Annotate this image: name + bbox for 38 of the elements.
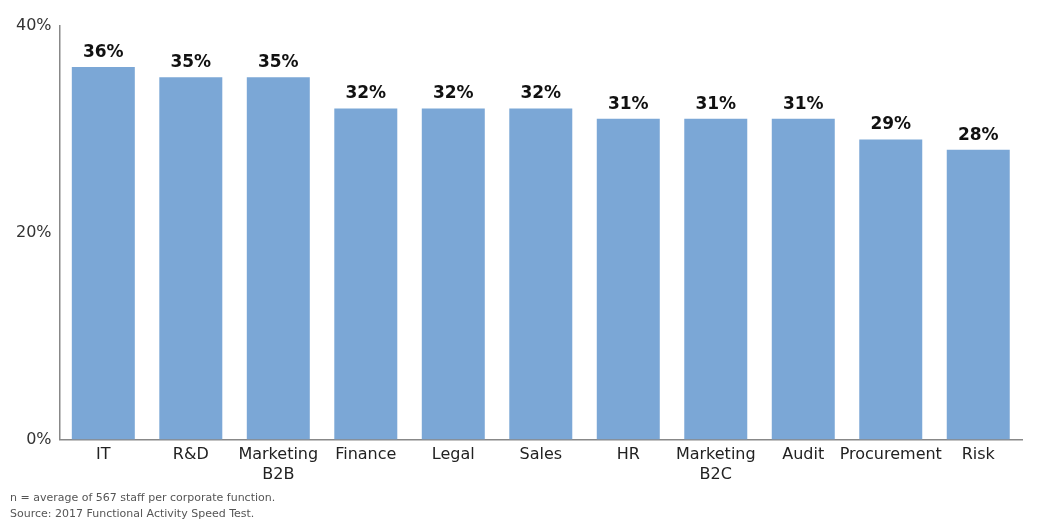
x-tick-label: Finance: [335, 444, 397, 464]
bar: [246, 77, 310, 440]
data-label: 31%: [782, 92, 824, 113]
x-tick-label: Marketing B2C: [675, 444, 756, 483]
data-label: 28%: [957, 123, 999, 144]
text: n = average of 567 staff per corporate function.: [10, 490, 277, 506]
data-label: 35%: [170, 51, 212, 72]
data-label: 32%: [520, 82, 562, 103]
x-tick-label: Procurement: [839, 444, 942, 464]
x-tick-label: IT: [96, 444, 111, 464]
x-tick-label: Legal: [431, 444, 475, 464]
bar: [509, 108, 573, 440]
data-label: 32%: [432, 82, 474, 103]
bar: [421, 108, 485, 440]
bar: [596, 118, 660, 440]
x-tick-label: Risk: [961, 444, 996, 464]
data-label: 35%: [257, 51, 299, 72]
x-tick-label: Sales: [519, 444, 563, 464]
y-tick-label: 40%: [16, 14, 52, 34]
data-label: 31%: [607, 92, 649, 113]
data-label: 31%: [695, 92, 737, 113]
bar: [771, 118, 835, 440]
bar: [684, 118, 748, 440]
y-tick-label: 20%: [16, 221, 52, 241]
bar: [71, 67, 135, 440]
bar: [946, 149, 1010, 440]
data-label: 32%: [345, 82, 387, 103]
x-tick-label: R&D: [172, 444, 209, 464]
x-tick-label: Marketing B2B: [238, 444, 319, 483]
data-label: 36%: [82, 40, 124, 61]
x-tick-label: Audit: [782, 444, 825, 464]
y-tick-label: 0%: [26, 428, 52, 448]
x-tick-label: HR: [616, 444, 640, 464]
bar: [334, 108, 398, 440]
bar: [859, 139, 923, 440]
bar: [159, 77, 223, 440]
data-label: 29%: [870, 113, 912, 134]
source-note: Source: 2017 Functional Activity Speed Test.: [10, 506, 256, 522]
